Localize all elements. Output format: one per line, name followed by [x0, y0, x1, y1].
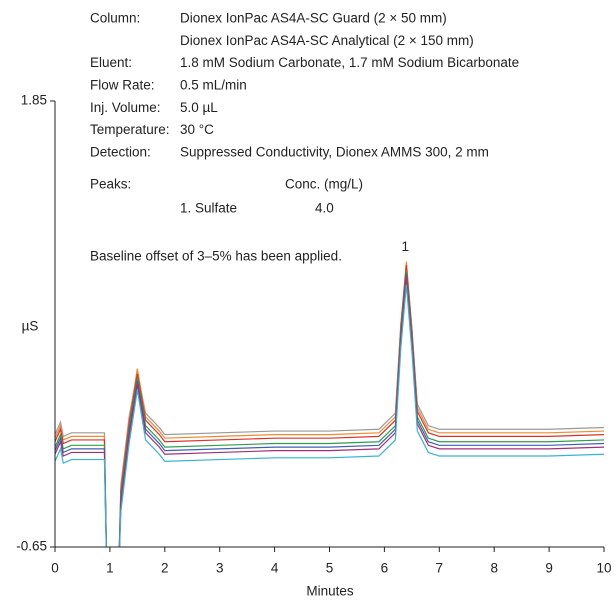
x-tick-label: 4 [271, 561, 279, 576]
peak-name: 1. Sulfate [180, 201, 237, 216]
trace [55, 265, 605, 547]
x-tick-label: 10 [596, 561, 611, 576]
x-tick-label: 3 [216, 561, 224, 576]
traces [55, 261, 605, 547]
x-tick-label: 1 [106, 561, 114, 576]
conc-header: Conc. (mg/L) [285, 177, 363, 192]
condition-value: 1.8 mM Sodium Carbonate, 1.7 mM Sodium B… [180, 55, 519, 70]
condition-label: Temperature: [90, 122, 170, 137]
x-tick-label: 9 [545, 561, 553, 576]
condition-value: Suppressed Conductivity, Dionex AMMS 300… [180, 144, 489, 159]
peak-label: 1 [402, 239, 410, 254]
condition-value: 5.0 µL [180, 100, 218, 115]
condition-label: Detection: [90, 144, 151, 159]
peaks-header: Peaks: [90, 177, 131, 192]
y-tick-label: -0.65 [16, 539, 47, 554]
trace [55, 266, 605, 547]
y-axis-label: µS [22, 319, 39, 334]
trace [55, 284, 605, 547]
x-tick-label: 8 [490, 561, 498, 576]
condition-value: Dionex IonPac AS4A-SC Guard (2 × 50 mm) [180, 11, 447, 26]
note: Baseline offset of 3–5% has been applied… [90, 249, 342, 264]
condition-value: Dionex IonPac AS4A-SC Analytical (2 × 15… [180, 33, 474, 48]
condition-label: Inj. Volume: [90, 100, 161, 115]
condition-value: 0.5 mL/min [180, 77, 247, 92]
condition-label: Eluent: [90, 55, 132, 70]
condition-label: Flow Rate: [90, 77, 155, 92]
x-tick-label: 0 [51, 561, 59, 576]
condition-label: Column: [90, 11, 140, 26]
x-tick-label: 5 [326, 561, 334, 576]
x-tick-label: 6 [381, 561, 389, 576]
x-tick-label: 2 [161, 561, 169, 576]
trace [55, 261, 605, 547]
condition-value: 30 °C [180, 122, 214, 137]
x-tick-label: 7 [436, 561, 444, 576]
y-tick-label: 1.85 [21, 93, 47, 108]
x-axis-label: Minutes [306, 584, 354, 599]
peak-conc: 4.0 [315, 201, 334, 216]
